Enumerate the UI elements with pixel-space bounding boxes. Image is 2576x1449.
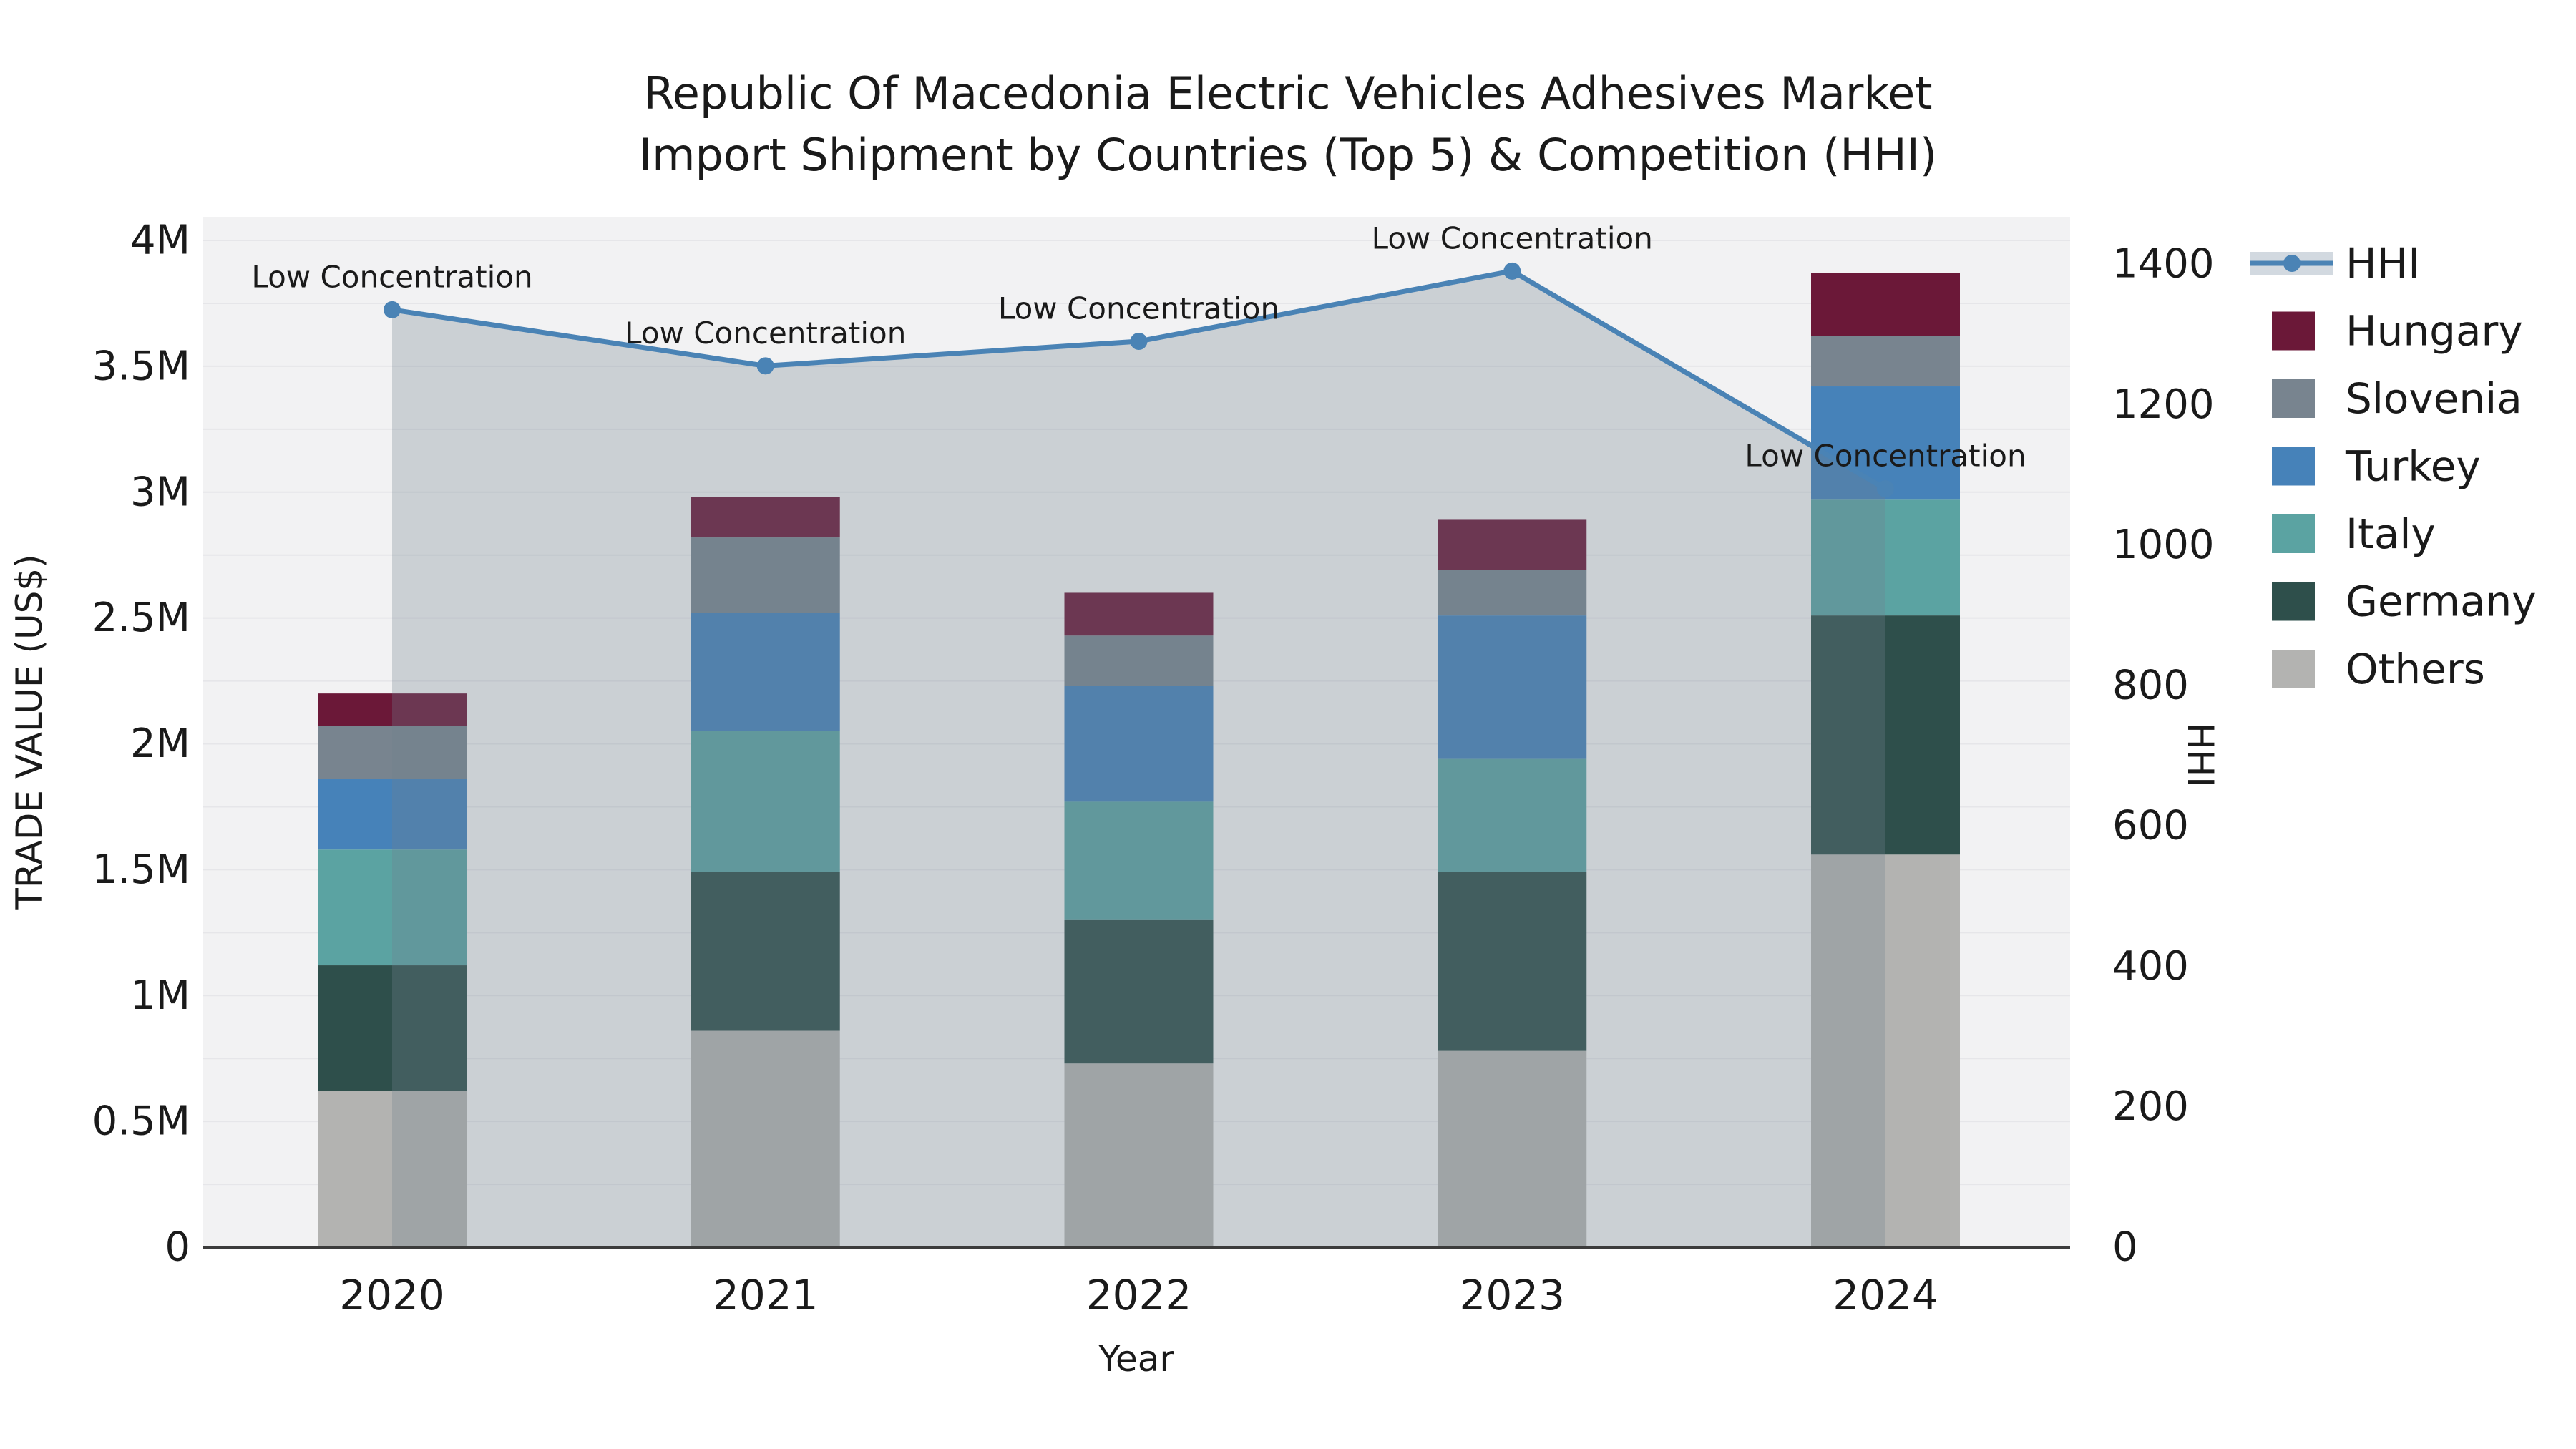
bar-segment-hungary-2024 <box>1811 273 1960 336</box>
annotation-2022: Low Concentration <box>998 291 1279 326</box>
legend-label-slovenia: Slovenia <box>2346 374 2522 423</box>
legend-swatch-italy <box>2272 514 2315 553</box>
annotation-2023: Low Concentration <box>1372 220 1653 255</box>
bar-segment-slovenia-2024 <box>1811 336 1960 387</box>
ytick-left-4M: 4M <box>130 218 190 264</box>
hhi-point-2023 <box>1503 262 1521 280</box>
bar-segment-others-2021 <box>691 1030 840 1247</box>
legend-item-germany: Germany <box>2272 577 2537 626</box>
ytick-right-1000: 1000 <box>2112 522 2215 568</box>
bar-segment-others-2020 <box>318 1091 467 1247</box>
hhi-area-fill <box>392 270 1885 1247</box>
legend-label-hungary: Hungary <box>2346 307 2523 356</box>
x-axis-title: Year <box>1098 1338 1174 1380</box>
legend: HHI Hungary Slovenia Turkey Italy Germany Othe… <box>2250 239 2537 693</box>
ytick-right-200: 200 <box>2112 1083 2189 1130</box>
ytick-left-1.5M: 1.5M <box>92 847 190 893</box>
ytick-right-1200: 1200 <box>2112 381 2215 428</box>
bar-segment-italy-2024 <box>1811 499 1960 616</box>
ytick-right-0: 0 <box>2112 1224 2138 1271</box>
ytick-left-2.5M: 2.5M <box>92 595 190 641</box>
bar-segment-hungary-2021 <box>691 497 840 538</box>
bar-segment-others-2023 <box>1438 1050 1587 1247</box>
xtick-2021: 2021 <box>713 1271 819 1319</box>
bar-segment-others-2022 <box>1064 1063 1214 1247</box>
bar-segment-turkey-2023 <box>1438 615 1587 759</box>
xtick-2024: 2024 <box>1833 1271 1938 1319</box>
ytick-right-400: 400 <box>2112 943 2189 990</box>
bar-segment-slovenia-2023 <box>1438 570 1587 616</box>
bar-segment-germany-2022 <box>1064 919 1214 1064</box>
legend-label-hhi: HHI <box>2346 239 2420 288</box>
ytick-left-3.5M: 3.5M <box>92 343 190 389</box>
annotation-2021: Low Concentration <box>625 316 906 351</box>
ytick-left-0: 0 <box>165 1224 190 1271</box>
bar-segment-hungary-2022 <box>1064 592 1214 636</box>
xtick-2020: 2020 <box>339 1271 445 1319</box>
hhi-point-2022 <box>1130 332 1148 350</box>
legend-item-hungary: Hungary <box>2272 307 2523 356</box>
bar-segment-slovenia-2022 <box>1064 635 1214 686</box>
legend-swatch-others <box>2272 650 2315 688</box>
bar-segment-germany-2024 <box>1811 615 1960 855</box>
ytick-left-1M: 1M <box>130 972 190 1019</box>
chart-title-line1: Republic Of Macedonia Electric Vehicles … <box>643 67 1932 119</box>
bar-series <box>318 273 1960 1247</box>
y-axis-title-right: HHI <box>2180 723 2221 787</box>
legend-label-turkey: Turkey <box>2345 442 2481 491</box>
legend-label-italy: Italy <box>2346 509 2436 558</box>
chart-title-line2: Import Shipment by Countries (Top 5) & C… <box>639 129 1937 181</box>
bar-segment-turkey-2021 <box>691 613 840 731</box>
ytick-left-2M: 2M <box>130 721 190 767</box>
bar-segment-slovenia-2021 <box>691 537 840 613</box>
legend-swatch-slovenia <box>2272 379 2315 418</box>
y-axis-title-left: TRADE VALUE (US$) <box>9 554 50 910</box>
ytick-right-1400: 1400 <box>2112 241 2215 288</box>
bar-segment-italy-2021 <box>691 731 840 872</box>
bar-segment-turkey-2022 <box>1064 686 1214 802</box>
bar-segment-italy-2022 <box>1064 801 1214 920</box>
legend-swatch-germany <box>2272 582 2315 621</box>
legend-label-germany: Germany <box>2346 577 2537 626</box>
ytick-left-3M: 3M <box>130 469 190 515</box>
hhi-point-2021 <box>756 357 774 375</box>
bar-segment-turkey-2020 <box>318 779 467 850</box>
hhi-point-2020 <box>384 301 401 318</box>
xtick-2023: 2023 <box>1459 1271 1565 1319</box>
legend-item-turkey: Turkey <box>2272 442 2481 491</box>
legend-item-slovenia: Slovenia <box>2272 374 2522 423</box>
bar-segment-germany-2023 <box>1438 872 1587 1051</box>
legend-swatch-turkey <box>2272 447 2315 486</box>
bar-segment-hungary-2020 <box>318 693 467 726</box>
ytick-left-0.5M: 0.5M <box>92 1098 190 1145</box>
bar-segment-italy-2023 <box>1438 758 1587 872</box>
hhi-point-2024 <box>1877 480 1894 498</box>
legend-item-hhi: HHI <box>2250 239 2420 288</box>
bar-segment-slovenia-2020 <box>318 726 467 779</box>
bar-segment-germany-2020 <box>318 965 467 1091</box>
xtick-2022: 2022 <box>1086 1271 1192 1319</box>
bar-segment-hungary-2023 <box>1438 519 1587 570</box>
bar-segment-italy-2020 <box>318 849 467 966</box>
bar-segment-germany-2021 <box>691 872 840 1031</box>
legend-item-others: Others <box>2272 645 2485 693</box>
ytick-right-600: 600 <box>2112 803 2189 849</box>
annotation-2024: Low Concentration <box>1745 439 2026 474</box>
legend-item-italy: Italy <box>2272 509 2436 558</box>
legend-swatch-hungary <box>2272 311 2315 351</box>
legend-hhi-marker <box>2283 255 2301 272</box>
bar-segment-others-2024 <box>1811 854 1960 1247</box>
annotation-2020: Low Concentration <box>251 259 532 294</box>
ytick-right-800: 800 <box>2112 662 2189 708</box>
legend-label-others: Others <box>2346 645 2485 693</box>
